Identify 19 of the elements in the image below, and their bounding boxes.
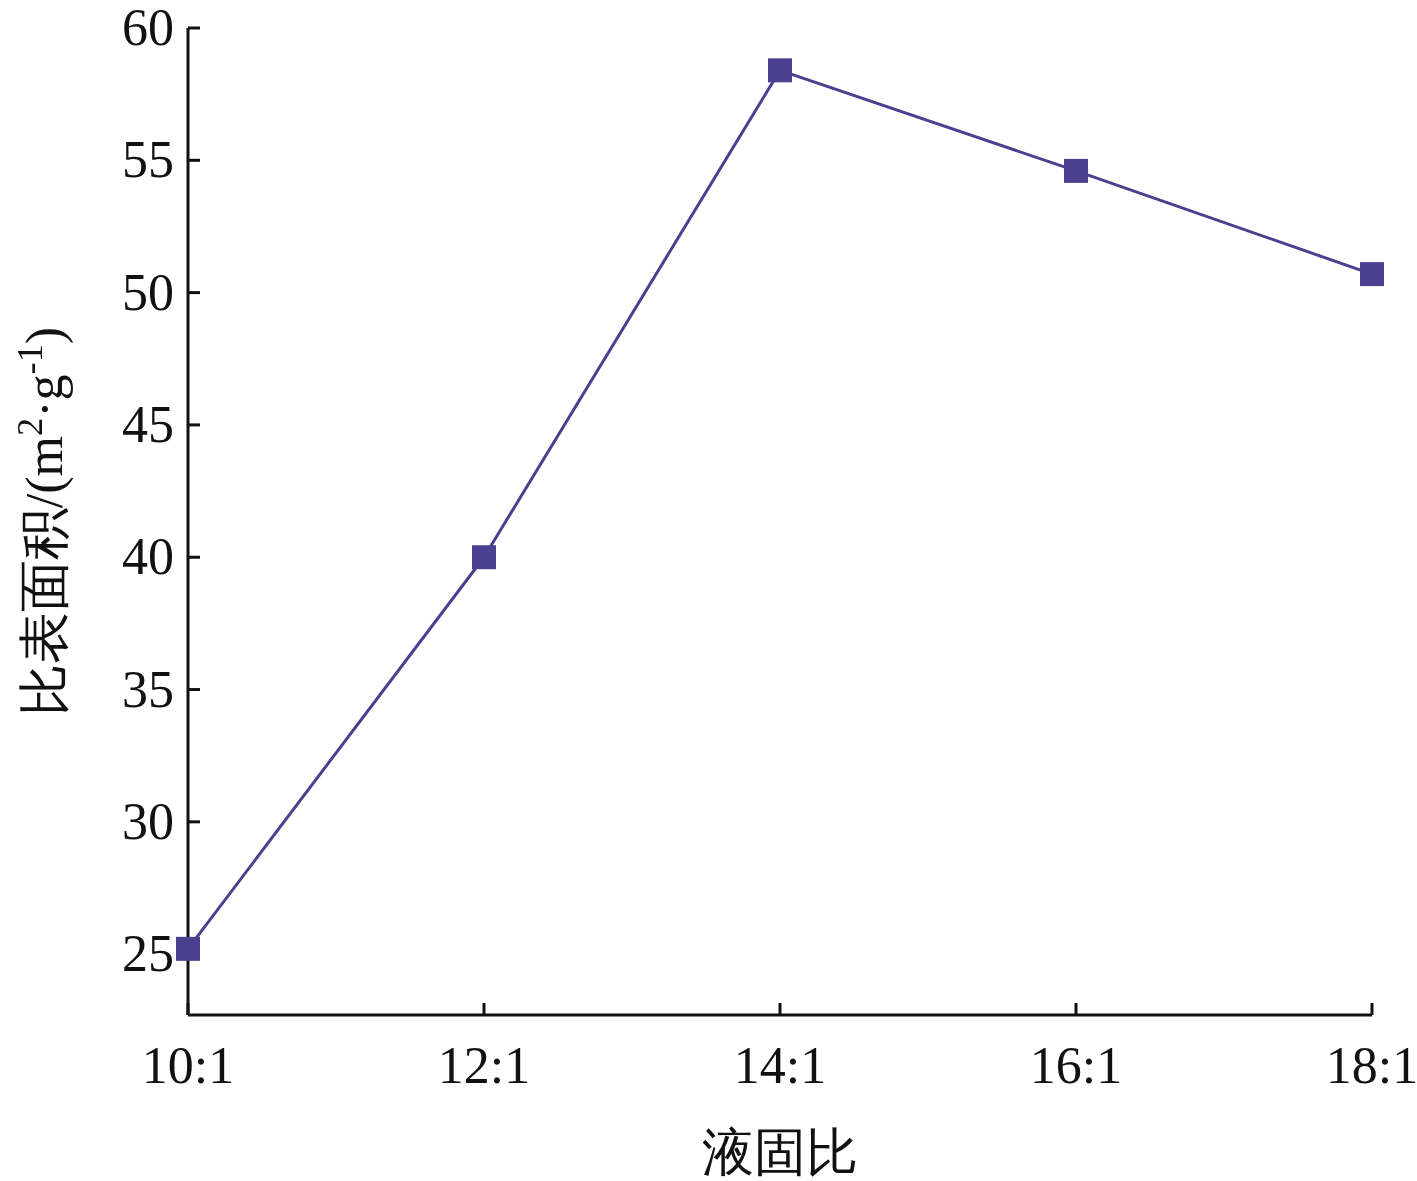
x-tick-label: 14:1	[733, 1037, 827, 1094]
y-tick-label: 25	[122, 925, 174, 983]
x-tick-label: 10:1	[141, 1037, 235, 1094]
x-axis-title: 液固比	[702, 1124, 858, 1181]
point	[1360, 262, 1384, 287]
point	[472, 545, 496, 570]
x-tick-label: 18:1	[1325, 1037, 1417, 1094]
point	[768, 58, 792, 83]
y-tick-label: 45	[122, 395, 174, 453]
point	[176, 936, 200, 961]
y-tick-label: 35	[122, 660, 174, 718]
x-tick-label: 16:1	[1029, 1037, 1123, 1094]
y-tick-label: 55	[122, 131, 174, 189]
y-tick-label: 30	[122, 792, 174, 850]
point	[1064, 158, 1088, 183]
y-tick-label: 60	[122, 0, 174, 56]
y-tick-label: 40	[122, 528, 174, 586]
x-tick-label: 12:1	[437, 1037, 531, 1094]
y-tick-label: 50	[122, 263, 174, 321]
